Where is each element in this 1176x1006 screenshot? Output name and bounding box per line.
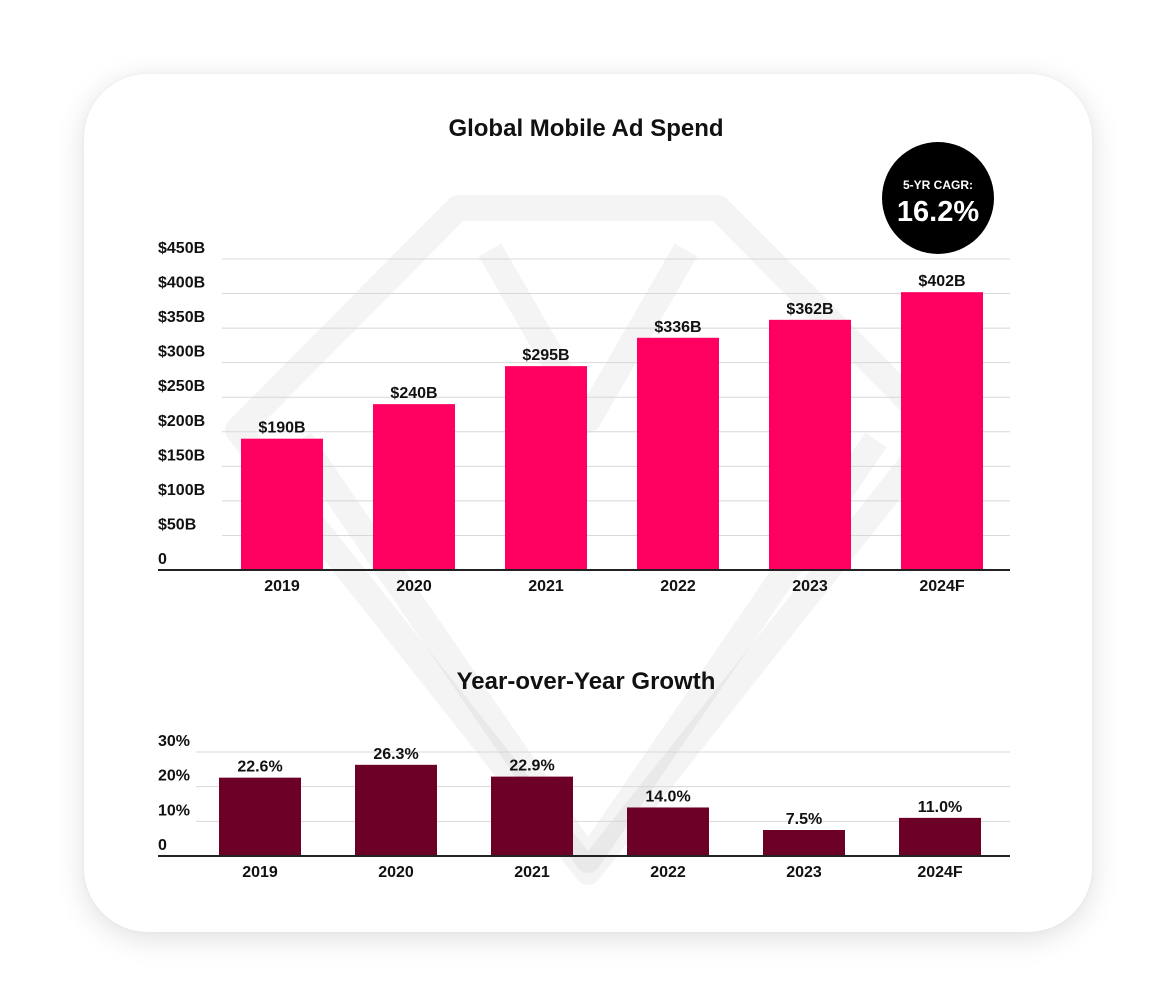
spend-bar bbox=[901, 292, 983, 570]
spend-y-tick-label: $200B bbox=[158, 413, 205, 430]
growth-x-tick-label: 2020 bbox=[378, 864, 414, 881]
growth-y-axis: 0 10% 20% 30% bbox=[158, 733, 190, 854]
spend-x-tick-label: 2019 bbox=[264, 578, 300, 595]
growth-x-tick-label: 2024F bbox=[917, 864, 963, 881]
spend-value-labels: $190B $240B $295B $336B $362B $402B bbox=[258, 273, 965, 437]
spend-bar bbox=[373, 404, 455, 570]
growth-value-label: 22.9% bbox=[509, 758, 554, 775]
growth-bar bbox=[763, 830, 845, 856]
spend-bar bbox=[637, 337, 719, 570]
spend-value-label: $336B bbox=[654, 319, 701, 336]
spend-value-label: $362B bbox=[786, 301, 833, 318]
spend-x-tick-label: 2020 bbox=[396, 578, 432, 595]
growth-value-label: 11.0% bbox=[918, 799, 962, 816]
spend-value-label: $240B bbox=[390, 385, 437, 402]
growth-bar bbox=[899, 817, 981, 856]
spend-bar bbox=[241, 438, 323, 570]
spend-y-tick-label: $300B bbox=[158, 344, 205, 361]
spend-bars bbox=[241, 292, 983, 570]
spend-x-tick-label: 2023 bbox=[792, 578, 828, 595]
growth-bar bbox=[219, 777, 301, 856]
spend-value-label: $402B bbox=[918, 273, 965, 290]
cagr-badge-value: 16.2% bbox=[897, 196, 979, 228]
growth-bar bbox=[491, 776, 573, 856]
growth-grid bbox=[196, 751, 1010, 822]
growth-value-labels: 22.6% 26.3% 22.9% 14.0% 7.5% 11.0% bbox=[237, 746, 962, 828]
growth-y-tick-label: 20% bbox=[158, 768, 190, 785]
cagr-badge-circle bbox=[882, 142, 994, 254]
spend-y-tick-label: $150B bbox=[158, 447, 205, 464]
spend-y-tick-label: $400B bbox=[158, 275, 205, 292]
growth-x-tick-label: 2023 bbox=[786, 864, 822, 881]
spend-x-axis: 2019 2020 2021 2022 2023 2024F bbox=[264, 578, 965, 595]
growth-bar bbox=[627, 807, 709, 856]
spend-y-tick-label: 0 bbox=[158, 551, 167, 568]
growth-y-tick-label: 0 bbox=[158, 837, 167, 854]
growth-value-label: 26.3% bbox=[373, 746, 418, 763]
growth-x-tick-label: 2019 bbox=[242, 864, 278, 881]
spend-y-tick-label: $450B bbox=[158, 240, 205, 257]
spend-value-label: $295B bbox=[522, 347, 569, 364]
growth-value-label: 7.5% bbox=[786, 811, 822, 828]
spend-y-tick-label: $50B bbox=[158, 516, 196, 533]
spend-x-tick-label: 2022 bbox=[660, 578, 696, 595]
growth-x-axis: 2019 2020 2021 2022 2023 2024F bbox=[242, 864, 963, 881]
cagr-badge-label: 5-YR CAGR: bbox=[903, 178, 973, 192]
spend-chart-title: Global Mobile Ad Spend bbox=[448, 115, 723, 142]
growth-y-tick-label: 30% bbox=[158, 733, 190, 750]
spend-y-tick-label: $350B bbox=[158, 309, 205, 326]
growth-bar bbox=[355, 764, 437, 856]
growth-chart-title: Year-over-Year Growth bbox=[457, 668, 716, 695]
growth-y-tick-label: 10% bbox=[158, 802, 190, 819]
spend-y-tick-label: $100B bbox=[158, 482, 205, 499]
diamond-watermark-icon bbox=[225, 195, 951, 885]
growth-bars bbox=[219, 764, 981, 856]
growth-value-label: 14.0% bbox=[645, 788, 690, 805]
spend-bar bbox=[769, 319, 851, 570]
growth-x-tick-label: 2021 bbox=[514, 864, 550, 881]
spend-value-label: $190B bbox=[258, 420, 305, 437]
spend-y-tick-label: $250B bbox=[158, 378, 205, 395]
growth-x-tick-label: 2022 bbox=[650, 864, 686, 881]
cagr-badge: 5-YR CAGR: 16.2% bbox=[882, 142, 994, 254]
spend-y-axis: 0 $50B $100B $150B $200B $250B $300B $350B $400B… bbox=[158, 240, 205, 568]
spend-bar bbox=[505, 366, 587, 570]
growth-value-label: 22.6% bbox=[237, 759, 282, 776]
spend-x-tick-label: 2024F bbox=[919, 578, 965, 595]
spend-grid bbox=[222, 258, 1010, 536]
spend-x-tick-label: 2021 bbox=[528, 578, 564, 595]
